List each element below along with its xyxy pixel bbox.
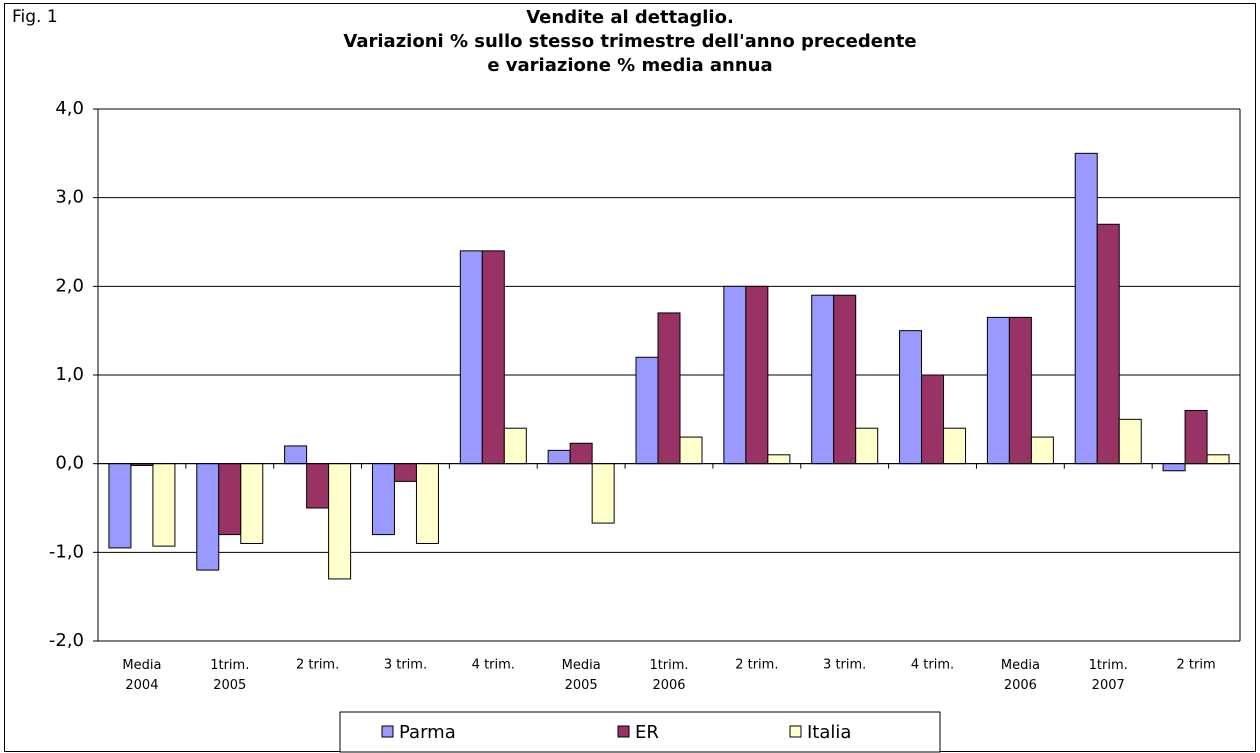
y-tick-label: 1,0 [55, 364, 84, 385]
legend-label: ER [635, 722, 659, 743]
bar [108, 463, 132, 549]
bar [921, 374, 945, 465]
y-tick-label: 3,0 [55, 187, 84, 208]
legend-box [339, 711, 941, 753]
bar [306, 463, 330, 509]
bar [481, 250, 505, 465]
chart-title: Variazioni % sullo stesso trimestre dell… [343, 31, 916, 52]
bar [240, 463, 264, 544]
bar [1096, 223, 1120, 465]
bar [811, 294, 835, 465]
bar [943, 427, 967, 465]
chart-title: Vendite al dettaglio. [526, 7, 734, 28]
y-tick-label: -1,0 [49, 541, 84, 562]
x-tick-label: 4 trim. [472, 658, 515, 673]
x-tick-label: 2 trim. [735, 658, 778, 673]
bar [196, 463, 220, 571]
bar [1184, 409, 1208, 465]
y-tick-label: 0,0 [55, 453, 84, 474]
bar [833, 294, 857, 465]
x-tick-label: 4 trim. [911, 658, 954, 673]
bar [459, 250, 483, 465]
bar [284, 445, 308, 465]
bar [569, 442, 593, 465]
legend-swatch [617, 725, 630, 738]
bar [855, 427, 879, 465]
bar [1162, 463, 1186, 472]
bar [591, 463, 615, 524]
bar [767, 454, 791, 465]
legend-label: Parma [399, 722, 456, 743]
bar [371, 463, 395, 536]
bar [1118, 418, 1142, 465]
bar [986, 316, 1010, 465]
bar [415, 463, 439, 544]
bar [1008, 316, 1032, 465]
bar [547, 449, 571, 465]
legend-label: Italia [807, 722, 851, 743]
x-tick-label: Media 2005 [562, 658, 601, 693]
x-tick-label: Media 2004 [122, 658, 161, 693]
bar [1074, 152, 1098, 465]
y-tick-label: 4,0 [55, 98, 84, 119]
x-tick-label: 1trim. 2006 [649, 658, 688, 693]
x-tick-label: 2 trim. [296, 658, 339, 673]
bar [723, 285, 747, 465]
x-tick-label: 3 trim. [384, 658, 427, 673]
legend-swatch [789, 725, 802, 738]
bar [1030, 436, 1054, 465]
bar [218, 463, 242, 536]
bar [679, 436, 703, 465]
x-tick-label: 1trim. 2005 [210, 658, 249, 693]
bar [745, 285, 769, 465]
bar [635, 356, 659, 465]
bar [393, 463, 417, 482]
bar [328, 463, 352, 580]
chart-title: e variazione % media annua [487, 55, 772, 76]
x-tick-label: Media 2006 [1001, 658, 1040, 693]
bar [152, 463, 176, 547]
x-tick-label: 1trim. 2007 [1089, 658, 1128, 693]
bar [503, 427, 527, 465]
legend-swatch [381, 725, 394, 738]
y-tick-label: -2,0 [49, 630, 84, 651]
bar [657, 312, 681, 465]
x-tick-label: 3 trim. [823, 658, 866, 673]
figure-label: Fig. 1 [12, 7, 58, 27]
bar [1206, 454, 1230, 465]
x-tick-label: 2 trim [1177, 658, 1216, 673]
y-tick-label: 2,0 [55, 275, 84, 296]
bar [899, 330, 923, 465]
